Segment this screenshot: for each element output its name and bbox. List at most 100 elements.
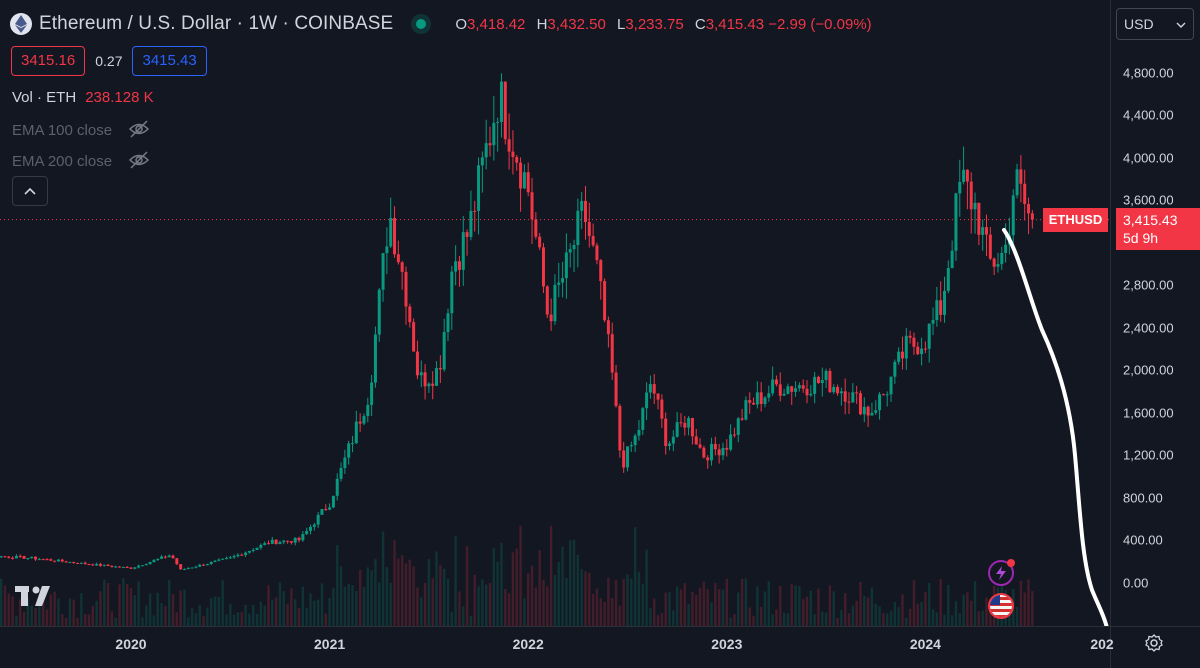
volume-bar: [557, 561, 560, 626]
volume-bar: [970, 600, 973, 626]
eye-hidden-icon[interactable]: [128, 120, 150, 142]
market-status-indicator[interactable]: [416, 19, 427, 29]
last-price-label: 3,415.43 5d 9h: [1116, 208, 1200, 250]
volume-bar: [897, 607, 900, 626]
volume-bar: [213, 596, 217, 626]
candlestick-chart[interactable]: [0, 0, 1110, 626]
volume-bar: [41, 595, 45, 626]
candle-body: [763, 397, 767, 405]
volume-bar: [68, 598, 72, 626]
candle-body: [125, 566, 129, 568]
candle-body: [832, 386, 836, 393]
candle-body: [179, 564, 183, 570]
ema200-indicator-legend[interactable]: EMA 200 close: [12, 151, 150, 173]
buy-price-button[interactable]: 3415.43: [132, 46, 207, 76]
volume-bar: [271, 599, 274, 626]
candle-body: [530, 192, 534, 220]
candle-body: [45, 559, 49, 561]
volume-bar: [714, 583, 717, 626]
volume-bar: [286, 603, 289, 626]
volume-bar: [843, 593, 847, 626]
chart-plot-area[interactable]: [0, 0, 1110, 626]
volume-bar: [775, 609, 778, 626]
volume-bar: [588, 572, 591, 626]
volume-bar: [1023, 592, 1026, 626]
candle-body: [351, 443, 355, 445]
volume-bar: [137, 581, 140, 626]
volume-bar: [813, 614, 816, 626]
candle-body: [713, 443, 717, 450]
volume-bar: [966, 592, 969, 626]
eye-hidden-icon[interactable]: [128, 151, 150, 173]
price-scale[interactable]: 4,800.00 4,400.00 4,000.00 3,600.00 2,800.00…: [1111, 0, 1200, 626]
candle-body: [488, 143, 492, 146]
currency-selector[interactable]: USD: [1116, 8, 1194, 40]
lightning-icon[interactable]: [988, 559, 1015, 586]
symbol-title[interactable]: Ethereum / U.S. Dollar · 1W · COINBASE: [39, 13, 394, 34]
volume-indicator-legend[interactable]: Vol · ETH 238.128 K: [12, 89, 154, 106]
candle-body: [137, 565, 141, 568]
candle-body: [435, 368, 439, 386]
tradingview-logo-icon[interactable]: [15, 586, 55, 611]
candle-body: [656, 393, 660, 400]
sell-price-button[interactable]: 3415.16: [11, 46, 86, 76]
volume-bar: [385, 567, 389, 626]
volume-bar: [187, 617, 190, 626]
candle-body: [725, 447, 729, 450]
settings-gear-icon[interactable]: [1144, 633, 1164, 658]
candle-body: [939, 300, 943, 315]
candle-body: [694, 436, 698, 445]
volume-bar: [171, 594, 175, 626]
volume-bar: [603, 602, 606, 626]
candle-body: [687, 417, 691, 428]
volume-bar: [950, 615, 954, 626]
ohlc-close-value: 3,415.43 −2.99 (−0.09%): [705, 15, 872, 33]
ohlc-open-value: 3,418.42: [467, 15, 526, 33]
candle-body: [900, 351, 904, 359]
candle-body: [320, 509, 324, 515]
candle-body: [580, 200, 584, 211]
candle-body: [30, 556, 34, 559]
volume-bar: [637, 571, 641, 626]
candle-body: [79, 562, 83, 564]
volume-bar: [595, 588, 599, 626]
volume-bar: [446, 578, 450, 626]
volume-bar: [313, 600, 316, 626]
volume-bar: [664, 592, 667, 626]
volume-bar: [847, 613, 851, 626]
candle-body: [286, 540, 290, 542]
candle-body: [985, 227, 989, 235]
candle-body: [412, 322, 416, 352]
volume-bar: [282, 591, 285, 626]
candle-body: [64, 561, 68, 563]
volume-bar: [129, 587, 133, 626]
candle-body: [889, 376, 893, 395]
volume-bar: [916, 603, 919, 626]
candle-body: [465, 232, 469, 237]
candle-body: [977, 202, 981, 235]
price-axis-tick: 2,400.00: [1123, 320, 1174, 335]
ema100-indicator-legend[interactable]: EMA 100 close: [12, 120, 150, 142]
candle-body: [511, 151, 515, 157]
volume-bar: [404, 563, 408, 626]
candle-body: [637, 429, 641, 436]
candle-body: [110, 566, 114, 568]
candle-body: [228, 557, 232, 559]
volume-bar: [935, 612, 939, 626]
chevron-up-icon: [24, 187, 36, 195]
candle-body: [652, 384, 656, 394]
collapse-legend-button[interactable]: [12, 176, 48, 206]
candle-body: [870, 412, 874, 416]
volume-bar: [206, 607, 209, 626]
candle-body: [927, 323, 931, 349]
candle-body: [454, 261, 458, 272]
price-axis-tick: 1,200.00: [1123, 447, 1174, 463]
us-flag-icon[interactable]: [988, 593, 1014, 619]
volume-bar: [427, 559, 431, 626]
candle-body: [981, 227, 985, 235]
volume-bar: [622, 578, 625, 626]
volume-bar: [748, 607, 751, 626]
volume-bar: [981, 610, 984, 626]
candle-body: [897, 351, 901, 362]
volume-bar: [408, 559, 412, 626]
